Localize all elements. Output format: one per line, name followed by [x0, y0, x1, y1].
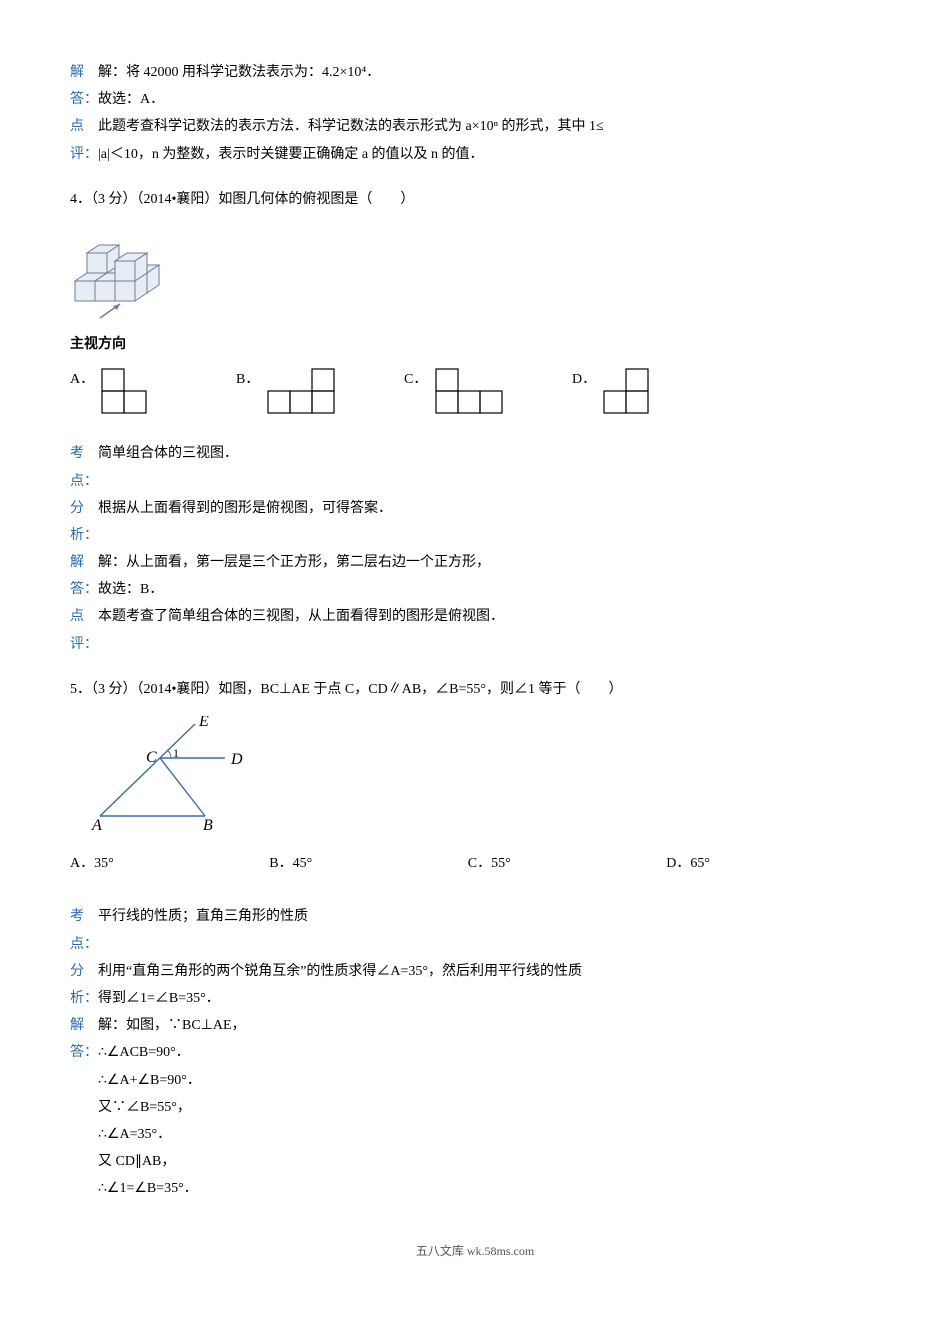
q5-jieda-r5: ∴∠A=35°． — [70, 1122, 880, 1147]
q5-fenxi-r2: 析： 得到∠1=∠B=35°． — [70, 986, 880, 1011]
q5-jieda-t6: 又 CD∥AB， — [98, 1149, 880, 1174]
svg-text:1: 1 — [173, 746, 179, 760]
q4-heading: 4．（3 分）（2014•襄阳）如图几何体的俯视图是（ ） — [70, 187, 880, 212]
q3-sol-text2: 故选：A． — [98, 87, 880, 112]
q4-options: A． B． C． D． — [70, 367, 880, 417]
q4-kaodian-r2: 点： — [70, 469, 880, 494]
q5-jieda-r2: 答： ∴∠ACB=90°． — [70, 1040, 880, 1065]
q4-dianping-r2: 评： — [70, 632, 880, 657]
svg-text:B: B — [203, 817, 213, 834]
q4-kaodian-r1: 考 简单组合体的三视图． — [70, 441, 880, 466]
svg-text:D: D — [230, 751, 243, 768]
opt-c-figure — [434, 367, 506, 417]
q3-solution-row2: 答： 故选：A． — [70, 87, 880, 112]
svg-text:A: A — [91, 817, 102, 834]
q5-opt-b: B．45° — [269, 851, 312, 876]
q4-fenxi-r2: 析： — [70, 523, 880, 548]
q4-jieda-l2: 答： — [70, 577, 98, 602]
q4-fenxi-l2: 析： — [70, 523, 98, 548]
q5-options: A．35° B．45° C．55° D．65° — [70, 851, 710, 876]
q5-jieda-r7: ∴∠1=∠B=35°． — [70, 1176, 880, 1201]
q4-opt-b: B． — [236, 367, 338, 417]
q5-kaodian-l: 考 — [70, 904, 98, 929]
q5-jieda-r6: 又 CD∥AB， — [70, 1149, 880, 1174]
opt-b-letter: B． — [236, 367, 260, 392]
q5-heading: 5．（3 分）（2014•襄阳）如图，BC⊥AE 于点 C，CD∥AB，∠B=5… — [70, 677, 880, 702]
q4-fenxi-l: 分 — [70, 496, 98, 521]
label-dian: 点 — [70, 114, 98, 139]
q4-jieda-r1: 解 解：从上面看，第一层是三个正方形，第二层右边一个正方形， — [70, 550, 880, 575]
q4-jieda-r2: 答： 故选：B． — [70, 577, 880, 602]
q4-opt-d: D． — [572, 367, 652, 417]
q4-opt-c: C． — [404, 367, 506, 417]
q4-dianping-r1: 点 本题考查了简单组合体的三视图，从上面看得到的图形是俯视图． — [70, 604, 880, 629]
q5-jieda-r3: ∴∠A+∠B=90°． — [70, 1068, 880, 1093]
label-jie: 解 — [70, 60, 98, 85]
q4-dianping-l2: 评： — [70, 632, 98, 657]
q4-opt-a: A． — [70, 367, 150, 417]
q3-comment-row1: 点 此题考查科学记数法的表示方法．科学记数法的表示形式为 a×10ⁿ 的形式，其… — [70, 114, 880, 139]
main-view-direction-label: 主视方向 — [70, 332, 880, 357]
q4-kaodian-t: 简单组合体的三视图． — [98, 441, 880, 466]
q5-jieda-t3: ∴∠A+∠B=90°． — [98, 1068, 880, 1093]
svg-text:C: C — [146, 749, 157, 766]
q3-comment-text2: |a|＜10，n 为整数，表示时关键要正确确定 a 的值以及 n 的值． — [98, 142, 880, 167]
q5-kaodian-r1: 考 平行线的性质；直角三角形的性质 — [70, 904, 880, 929]
svg-text:E: E — [198, 716, 209, 730]
q4-fenxi-r1: 分 根据从上面看得到的图形是俯视图，可得答案． — [70, 496, 880, 521]
opt-b-figure — [266, 367, 338, 417]
q3-comment-row2: 评： |a|＜10，n 为整数，表示时关键要正确确定 a 的值以及 n 的值． — [70, 142, 880, 167]
q4-jieda-t2: 故选：B． — [98, 577, 880, 602]
q5-jieda-r4: 又∵∠B=55°， — [70, 1095, 880, 1120]
q5-jieda-r1: 解 解：如图，∵BC⊥AE， — [70, 1013, 880, 1038]
opt-a-letter: A． — [70, 367, 94, 392]
q5-jieda-t7: ∴∠1=∠B=35°． — [98, 1176, 880, 1201]
q5-fenxi-l2: 析： — [70, 986, 98, 1011]
label-da: 答： — [70, 87, 98, 112]
q3-sol-text1: 解：将 42000 用科学记数法表示为：4.2×10⁴． — [98, 60, 880, 85]
q5-kaodian-r2: 点： — [70, 932, 880, 957]
q5-fenxi-r1: 分 利用“直角三角形的两个锐角互余”的性质求得∠A=35°，然后利用平行线的性质 — [70, 959, 880, 984]
q4-dianping-l: 点 — [70, 604, 98, 629]
q5-opt-d: D．65° — [666, 851, 710, 876]
opt-c-letter: C． — [404, 367, 428, 392]
opt-d-figure — [602, 367, 652, 417]
q5-opt-c: C．55° — [468, 851, 511, 876]
q4-jieda-t1: 解：从上面看，第一层是三个正方形，第二层右边一个正方形， — [98, 550, 880, 575]
q4-3d-figure — [70, 226, 190, 321]
label-ping: 评： — [70, 142, 98, 167]
q5-jieda-t5: ∴∠A=35°． — [98, 1122, 880, 1147]
q4-jieda-l: 解 — [70, 550, 98, 575]
q5-jieda-l: 解 — [70, 1013, 98, 1038]
q3-comment-text1: 此题考查科学记数法的表示方法．科学记数法的表示形式为 a×10ⁿ 的形式，其中 … — [98, 114, 880, 139]
q5-kaodian-l2: 点： — [70, 932, 98, 957]
q4-dianping-t: 本题考查了简单组合体的三视图，从上面看得到的图形是俯视图． — [98, 604, 880, 629]
q5-fenxi-l: 分 — [70, 959, 98, 984]
q5-kaodian-t: 平行线的性质；直角三角形的性质 — [98, 904, 880, 929]
q5-geometry-figure: 1 A B C D E — [90, 716, 260, 836]
q5-jieda-t4: 又∵∠B=55°， — [98, 1095, 880, 1120]
q5-fenxi-t2: 得到∠1=∠B=35°． — [98, 986, 880, 1011]
q5-jieda-t2: ∴∠ACB=90°． — [98, 1040, 880, 1065]
q5-fenxi-t1: 利用“直角三角形的两个锐角互余”的性质求得∠A=35°，然后利用平行线的性质 — [98, 959, 880, 984]
opt-d-letter: D． — [572, 367, 596, 392]
q5-opt-a: A．35° — [70, 851, 114, 876]
q3-solution-row1: 解 解：将 42000 用科学记数法表示为：4.2×10⁴． — [70, 60, 880, 85]
opt-a-figure — [100, 367, 150, 417]
q4-fenxi-t: 根据从上面看得到的图形是俯视图，可得答案． — [98, 496, 880, 521]
q5-jieda-t1: 解：如图，∵BC⊥AE， — [98, 1013, 880, 1038]
q4-kaodian-l2: 点： — [70, 469, 98, 494]
q5-jieda-l2: 答： — [70, 1040, 98, 1065]
page-footer: 五八文库 wk.58ms.com — [70, 1241, 880, 1263]
q4-kaodian-l: 考 — [70, 441, 98, 466]
